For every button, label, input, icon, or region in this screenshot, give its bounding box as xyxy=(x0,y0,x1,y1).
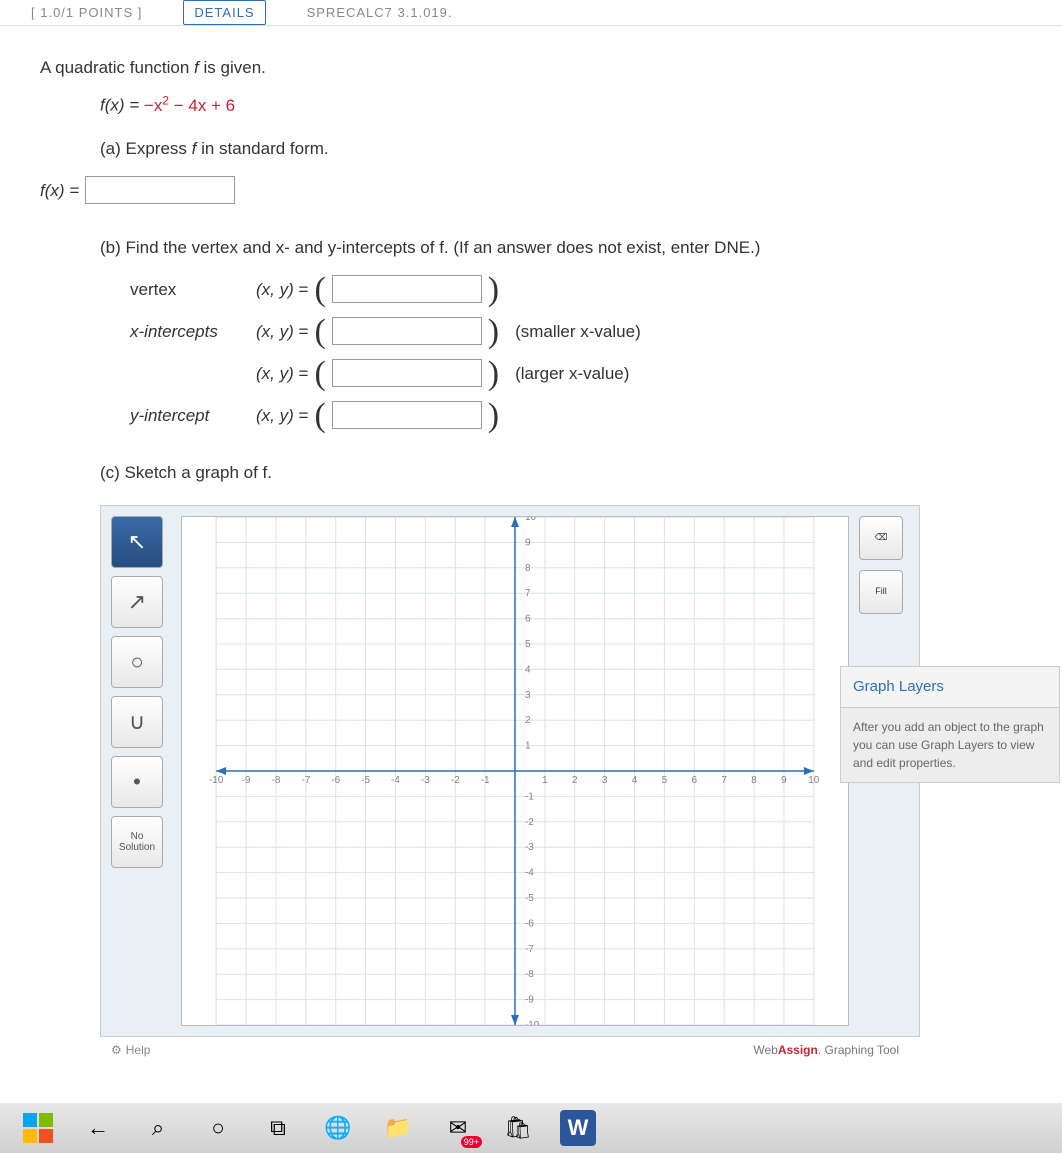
svg-text:-6: -6 xyxy=(331,775,340,786)
taskbar-search-icon[interactable]: ⌕ xyxy=(140,1110,176,1146)
equation: f(x) = −x2 − 4x + 6 xyxy=(100,91,1022,119)
xint2-input[interactable] xyxy=(332,359,482,387)
svg-text:4: 4 xyxy=(525,664,531,675)
graph-container: ↖ ↗ ○ ∪ • No Solution -10 -9 -8 -7 -6 -5 -4 -3 -2 -1 1 2… xyxy=(100,505,920,1037)
svg-text:5: 5 xyxy=(525,639,531,650)
tab-details[interactable]: DETAILS xyxy=(183,0,265,25)
svg-text:10: 10 xyxy=(808,775,820,786)
fx-label: f(x) = xyxy=(40,177,79,204)
svg-text:-3: -3 xyxy=(421,775,430,786)
vertex-input[interactable] xyxy=(332,275,482,303)
svg-text:4: 4 xyxy=(632,775,638,786)
taskbar-store-icon[interactable]: 🛍 xyxy=(500,1110,536,1146)
vertex-label: vertex xyxy=(130,276,250,303)
xy-eq-1: (x, y) = xyxy=(256,276,308,303)
svg-text:2: 2 xyxy=(525,715,531,726)
help-icon[interactable]: ⚙Help xyxy=(111,1041,150,1060)
svg-text:-2: -2 xyxy=(525,816,534,827)
svg-text:7: 7 xyxy=(721,775,727,786)
svg-text:6: 6 xyxy=(525,613,531,624)
taskbar-mail-icon[interactable]: ✉99+ xyxy=(440,1110,476,1146)
svg-text:-7: -7 xyxy=(301,775,310,786)
xy-eq-4: (x, y) = xyxy=(256,402,308,429)
svg-text:6: 6 xyxy=(692,775,698,786)
svg-text:1: 1 xyxy=(542,775,548,786)
svg-text:-5: -5 xyxy=(525,893,534,904)
svg-text:-8: -8 xyxy=(525,969,534,980)
svg-text:-9: -9 xyxy=(525,994,534,1005)
smaller-hint: (smaller x-value) xyxy=(515,318,641,345)
tool-circle[interactable]: ○ xyxy=(111,636,163,688)
svg-text:-8: -8 xyxy=(272,775,281,786)
taskbar-start-icon[interactable] xyxy=(20,1110,56,1146)
tool-parabola[interactable]: ∪ xyxy=(111,696,163,748)
yint-input[interactable] xyxy=(332,401,482,429)
xint1-input[interactable] xyxy=(332,317,482,345)
svg-text:-3: -3 xyxy=(525,842,534,853)
svg-text:8: 8 xyxy=(751,775,757,786)
svg-text:-6: -6 xyxy=(525,918,534,929)
svg-text:-9: -9 xyxy=(242,775,251,786)
taskbar-word-icon[interactable]: W xyxy=(560,1110,596,1146)
part-b: (b) Find the vertex and x- and y-interce… xyxy=(100,234,1022,261)
svg-text:-2: -2 xyxy=(451,775,460,786)
tab-precalc[interactable]: SPRECALC7 3.1.019. xyxy=(296,0,464,25)
svg-text:7: 7 xyxy=(525,588,531,599)
problem-intro: A quadratic function f is given. xyxy=(40,54,1022,81)
svg-text:-1: -1 xyxy=(525,791,534,802)
larger-hint: (larger x-value) xyxy=(515,360,629,387)
tab-points[interactable]: [ 1.0/1 POINTS ] xyxy=(20,0,153,25)
xy-eq-2: (x, y) = xyxy=(256,318,308,345)
taskbar: ← ⌕ ○ ⧉ 🌐 📁 ✉99+ 🛍 W xyxy=(0,1103,1062,1153)
standard-form-input[interactable] xyxy=(85,176,235,204)
tool-pointer[interactable]: ↖ xyxy=(111,516,163,568)
graph-area[interactable]: -10 -9 -8 -7 -6 -5 -4 -3 -2 -1 1 2 3 4 5 6 7 8 9 10 -10 -9 -8 -… xyxy=(181,516,849,1026)
svg-text:5: 5 xyxy=(662,775,668,786)
svg-text:-7: -7 xyxy=(525,943,534,954)
layers-body: After you add an object to the graph you… xyxy=(840,708,1060,783)
tool-delete[interactable]: ⌫ xyxy=(859,516,903,560)
taskbar-cortana-icon[interactable]: ○ xyxy=(200,1110,236,1146)
tool-fill[interactable]: Fill xyxy=(859,570,903,614)
taskbar-back-icon[interactable]: ← xyxy=(80,1110,116,1146)
part-a: (a) Express f in standard form. xyxy=(100,135,1022,162)
graph-toolbar: ↖ ↗ ○ ∪ • No Solution xyxy=(111,516,171,1026)
taskbar-explorer-icon[interactable]: 📁 xyxy=(380,1110,416,1146)
svg-text:9: 9 xyxy=(525,537,531,548)
layers-title: Graph Layers xyxy=(840,666,1060,708)
taskbar-taskview-icon[interactable]: ⧉ xyxy=(260,1110,296,1146)
tool-ray[interactable]: ↗ xyxy=(111,576,163,628)
graph-attrib: WebAssign. Graphing Tool xyxy=(753,1041,899,1060)
svg-text:-10: -10 xyxy=(209,775,224,786)
svg-text:-4: -4 xyxy=(391,775,400,786)
badge: 99+ xyxy=(461,1136,482,1148)
xint-label: x-intercepts xyxy=(130,318,250,345)
part-c: (c) Sketch a graph of f. xyxy=(100,459,1022,486)
svg-text:9: 9 xyxy=(781,775,787,786)
xy-eq-3: (x, y) = xyxy=(256,360,308,387)
svg-text:2: 2 xyxy=(572,775,578,786)
svg-text:1: 1 xyxy=(525,740,531,751)
yint-label: y-intercept xyxy=(130,402,250,429)
svg-text:-1: -1 xyxy=(481,775,490,786)
svg-text:-4: -4 xyxy=(525,867,534,878)
tool-no-solution[interactable]: No Solution xyxy=(111,816,163,868)
svg-text:3: 3 xyxy=(525,689,531,700)
tool-point[interactable]: • xyxy=(111,756,163,808)
svg-text:-5: -5 xyxy=(361,775,370,786)
svg-text:-10: -10 xyxy=(525,1020,540,1025)
svg-text:3: 3 xyxy=(602,775,608,786)
taskbar-edge-icon[interactable]: 🌐 xyxy=(320,1110,356,1146)
svg-text:8: 8 xyxy=(525,562,531,573)
svg-text:10: 10 xyxy=(525,517,537,523)
